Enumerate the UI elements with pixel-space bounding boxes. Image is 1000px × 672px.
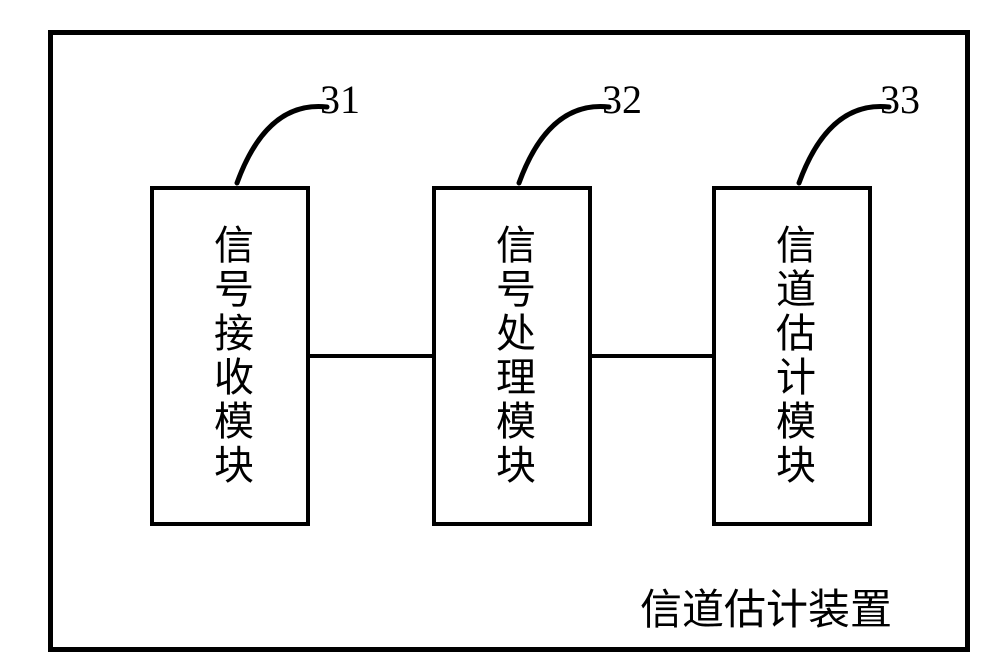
callout-number: 33: [880, 76, 920, 123]
module-label: 信号处理模块: [483, 224, 541, 488]
connector-line: [310, 354, 432, 358]
device-caption: 信道估计装置: [640, 576, 892, 637]
module-label: 信道估计模块: [763, 224, 821, 488]
connector-line: [592, 354, 712, 358]
callout-arc-icon: [514, 98, 614, 188]
callout-arc-icon: [232, 98, 332, 188]
callout-arc-icon: [794, 98, 894, 188]
module-m31: 信号接收模块: [150, 186, 310, 526]
callout-number: 31: [320, 76, 360, 123]
module-m32: 信号处理模块: [432, 186, 592, 526]
module-m33: 信道估计模块: [712, 186, 872, 526]
callout-number: 32: [602, 76, 642, 123]
module-label: 信号接收模块: [201, 224, 259, 488]
diagram-canvas: 信号接收模块 信号处理模块 信道估计模块 31 32 33 信道估计装置: [0, 0, 1000, 672]
